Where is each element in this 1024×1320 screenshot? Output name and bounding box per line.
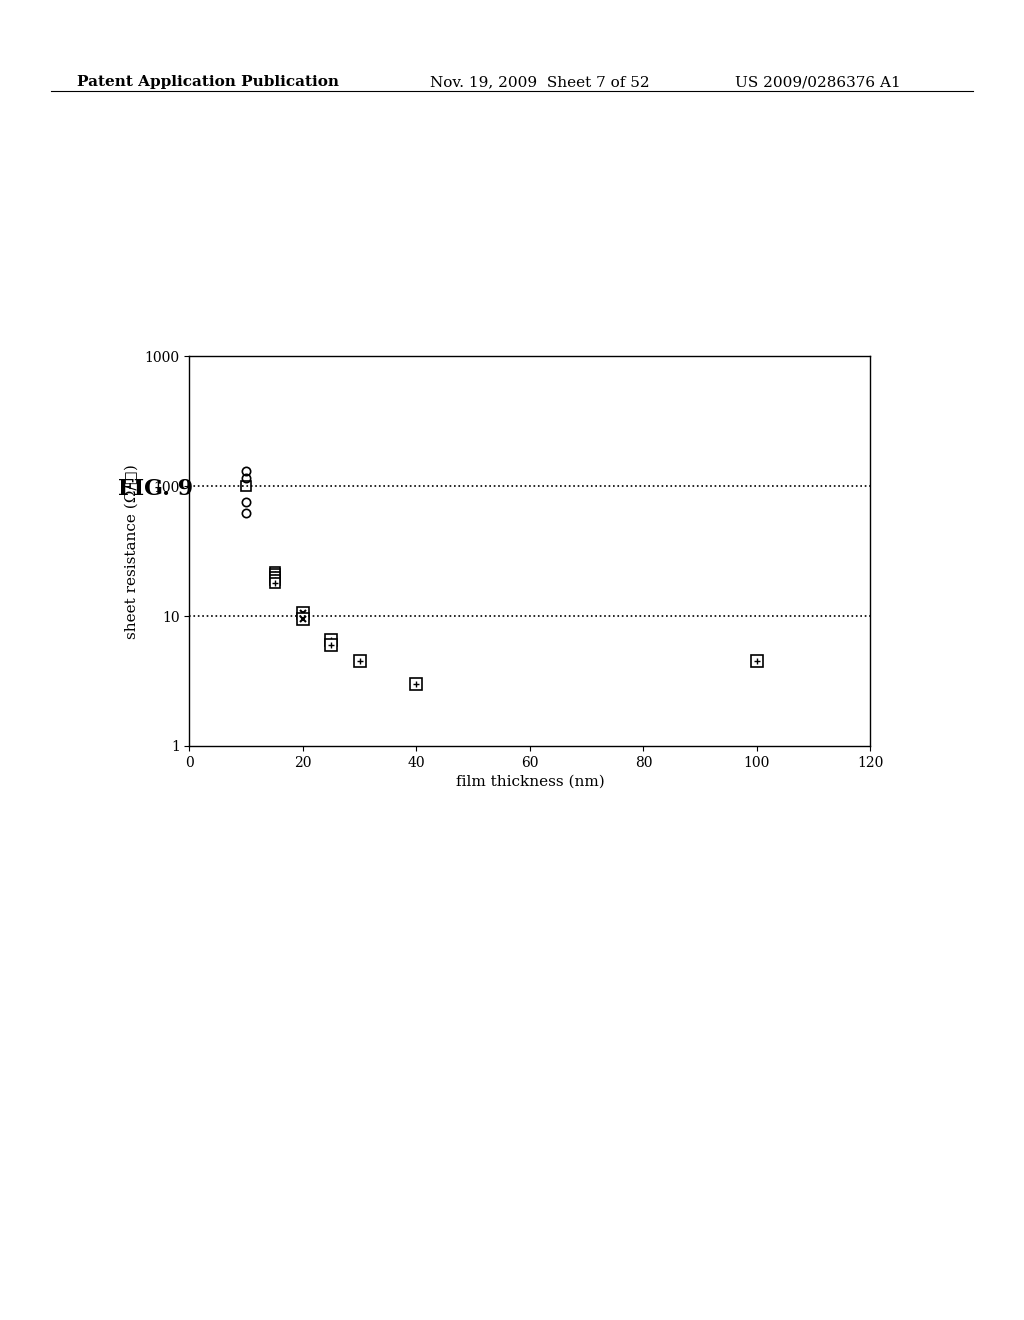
Text: US 2009/0286376 A1: US 2009/0286376 A1 xyxy=(735,75,901,90)
Text: Nov. 19, 2009  Sheet 7 of 52: Nov. 19, 2009 Sheet 7 of 52 xyxy=(430,75,649,90)
X-axis label: film thickness (nm): film thickness (nm) xyxy=(456,775,604,789)
Text: Patent Application Publication: Patent Application Publication xyxy=(77,75,339,90)
Text: FIG. 9: FIG. 9 xyxy=(118,478,193,500)
Y-axis label: sheet resistance (Ω/□): sheet resistance (Ω/□) xyxy=(125,463,139,639)
